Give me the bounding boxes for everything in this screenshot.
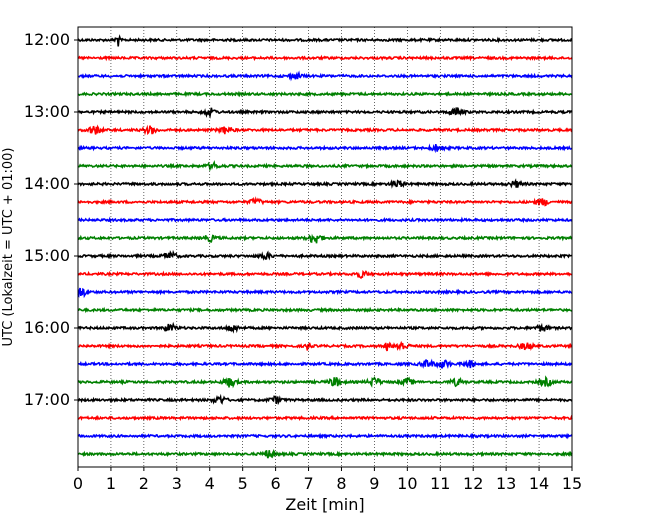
trace-line	[77, 448, 573, 459]
x-tick-label: 15	[562, 474, 582, 493]
x-tick-label: 14	[529, 474, 549, 493]
x-tick-label: 4	[205, 474, 215, 493]
y-tick-label: 13:00	[24, 102, 70, 121]
y-tick-label: 12:00	[24, 30, 70, 49]
x-tick-label: 1	[106, 474, 116, 493]
x-tick-label: 6	[271, 474, 281, 493]
trace-line	[77, 54, 573, 62]
y-tick-label: 14:00	[24, 174, 70, 193]
trace-line	[77, 414, 573, 422]
x-grid	[110, 27, 540, 467]
trace-line	[77, 358, 573, 370]
x-axis-label: Zeit [min]	[285, 495, 364, 514]
plot-frame	[77, 26, 573, 468]
trace-line	[77, 107, 573, 119]
x-tick-label: 10	[397, 474, 417, 493]
trace-line	[77, 124, 573, 136]
x-tick-label: 13	[496, 474, 516, 493]
y-tick-label: 16:00	[24, 318, 70, 337]
trace-line	[77, 70, 573, 82]
trace-line	[77, 340, 573, 352]
x-tick-label: 12	[463, 474, 483, 493]
x-tick-label: 2	[139, 474, 149, 493]
trace-line	[77, 432, 573, 440]
trace-line	[77, 321, 573, 334]
y-tick-label: 17:00	[24, 390, 70, 409]
x-axis-ticks: 0 1 2 3 4 5 6 7 8 9 10 11 12 13 14 15	[73, 467, 582, 493]
x-tick-label: 8	[336, 474, 346, 493]
trace-line	[77, 393, 573, 406]
trace-line	[77, 375, 573, 389]
trace-group	[77, 34, 573, 459]
trace-line	[78, 306, 573, 314]
trace-line	[77, 249, 573, 261]
x-tick-label: 3	[172, 474, 182, 493]
trace-line	[77, 143, 573, 154]
trace-line	[77, 196, 573, 207]
trace-line	[77, 160, 573, 172]
x-tick-label: 11	[430, 474, 450, 493]
trace-line	[77, 34, 573, 47]
y-axis-ticks: 12:00 13:00 14:00 15:00 16:00 17:00	[24, 30, 78, 409]
x-tick-label: 7	[303, 474, 313, 493]
trace-line	[77, 287, 573, 299]
y-axis-label: UTC (Lokalzeit = UTC + 01:00)	[1, 148, 16, 347]
y-tick-label: 15:00	[24, 246, 70, 265]
trace-line	[77, 216, 573, 224]
x-tick-label: 0	[73, 474, 83, 493]
x-tick-label: 5	[238, 474, 248, 493]
trace-line	[77, 90, 573, 98]
trace-line	[77, 269, 573, 280]
trace-line	[77, 233, 573, 244]
trace-line	[77, 178, 573, 189]
x-tick-label: 9	[369, 474, 379, 493]
